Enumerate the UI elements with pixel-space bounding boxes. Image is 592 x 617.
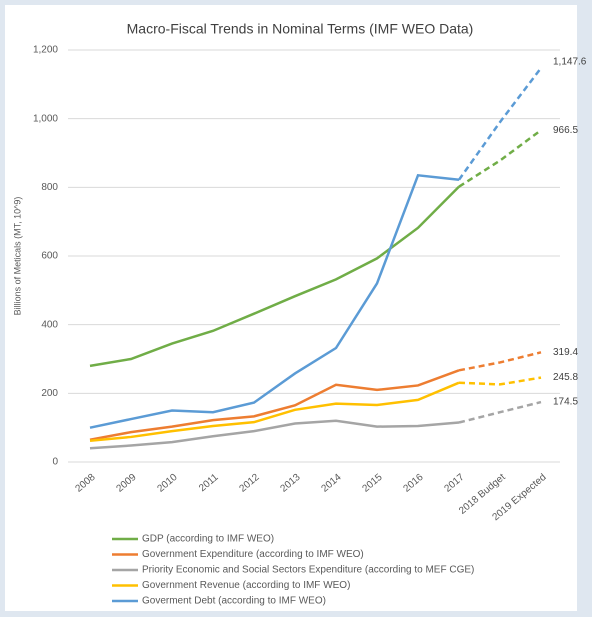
y-tick-label: 200 — [41, 388, 58, 399]
data-label: 174.5 — [553, 397, 578, 408]
y-tick-label: 0 — [52, 457, 58, 468]
data-label: 966.5 — [553, 125, 578, 136]
legend-label: Goverment Debt (according to IMF WEO) — [142, 596, 326, 607]
chart-area — [5, 5, 577, 611]
series-line — [89, 381, 460, 442]
legend-label: GDP (according to IMF WEO) — [142, 534, 274, 545]
series-line — [89, 369, 460, 441]
legend-label: Government Revenue (according to IMF WEO… — [142, 580, 350, 591]
y-tick-label: 600 — [41, 251, 58, 262]
y-tick-label: 1,000 — [33, 113, 58, 124]
series-line-forecast — [458, 376, 542, 386]
y-tick-label: 1,200 — [33, 45, 58, 56]
y-tick-label: 400 — [41, 319, 58, 330]
series-line-forecast — [458, 129, 542, 188]
legend-label: Government Expenditure (according to IMF… — [142, 549, 364, 560]
series-line — [89, 185, 460, 368]
data-label: 1,147.6 — [553, 57, 587, 68]
series-line — [89, 419, 460, 450]
data-label: 245.8 — [553, 372, 578, 383]
legend-label: Priority Economic and Social Sectors Exp… — [142, 565, 474, 576]
series-line-forecast — [457, 67, 542, 181]
chart-title: Macro-Fiscal Trends in Nominal Terms (IM… — [127, 21, 474, 37]
series-line-forecast — [458, 400, 542, 424]
data-label: 319.4 — [553, 347, 578, 358]
y-axis-label: Billions of Meticals (MT, 10^9) — [12, 197, 22, 316]
series-line-forecast — [458, 351, 542, 372]
y-tick-label: 800 — [41, 182, 58, 193]
series-line — [89, 173, 460, 429]
